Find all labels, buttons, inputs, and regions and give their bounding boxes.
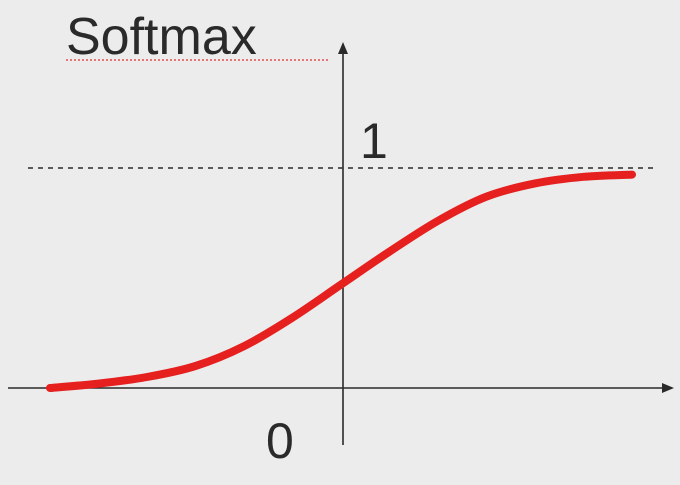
y-tick-label-zero: 0 (266, 413, 294, 469)
chart-title: Softmax (66, 8, 257, 66)
series-line (46, 170, 636, 392)
y-tick-label-one: 1 (360, 113, 388, 169)
